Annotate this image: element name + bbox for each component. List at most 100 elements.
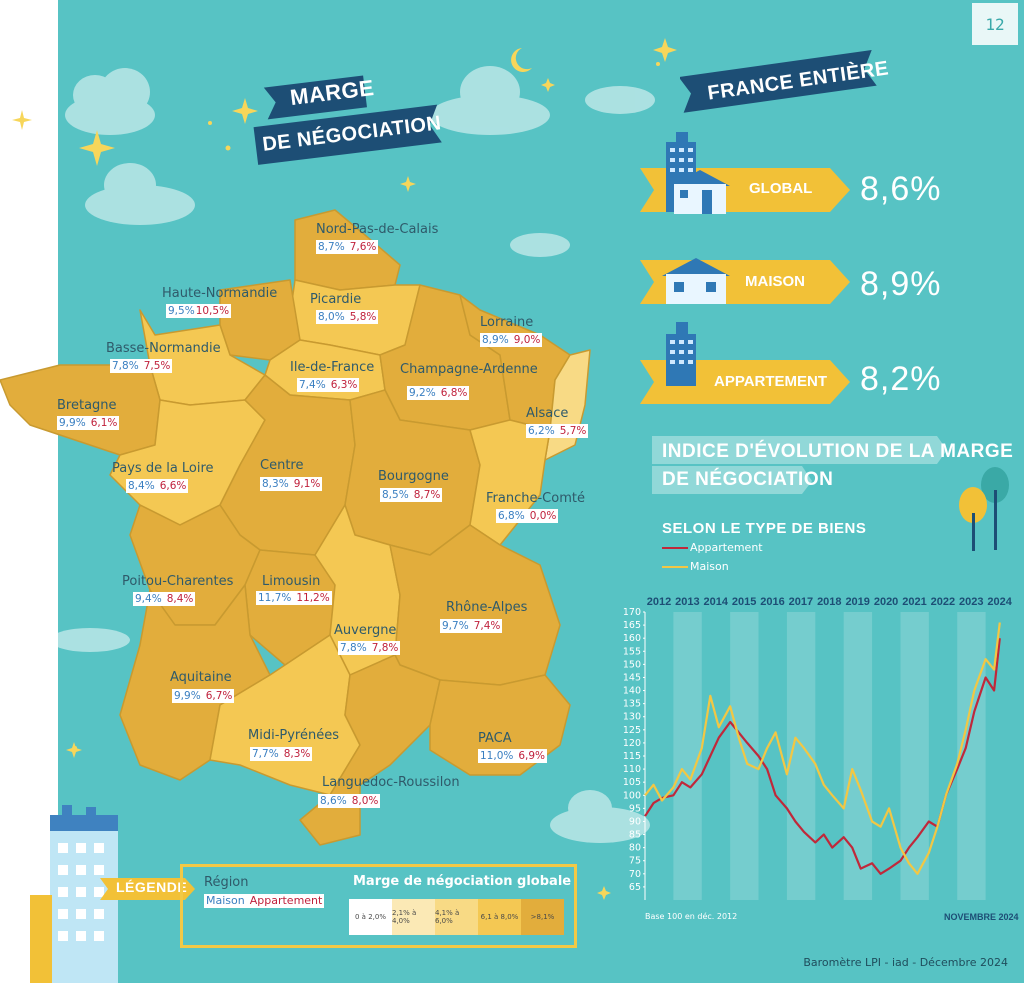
left-margin — [0, 0, 58, 983]
page-number: 12 — [972, 3, 1018, 45]
france-ribbon-icon — [680, 49, 877, 113]
region-values: 8,3% 9,1% — [260, 477, 323, 491]
region-name: Haute-Normandie — [162, 286, 278, 301]
x-tick-label: 2022 — [931, 596, 955, 608]
region-name: Poitou-Charentes — [122, 574, 234, 589]
x-tick-label: 2024 — [987, 596, 1012, 608]
region-values: 6,2% 5,7% — [526, 424, 589, 438]
stat-maison-label: MAISON — [745, 273, 805, 290]
chart-title-line-2: DE NÉGOCIATION — [662, 469, 834, 490]
y-tick-label: 165 — [623, 620, 641, 631]
region-values: 8,9% 9,0% — [480, 333, 543, 347]
x-tick-label: 2017 — [789, 596, 813, 608]
region-values: 8,4% 6,6% — [126, 479, 189, 493]
legend-ribbon-icon — [100, 878, 195, 900]
region-values: 9,4% 8,4% — [133, 592, 196, 606]
chart-date: NOVEMBRE 2024 — [944, 912, 1019, 922]
legend-appartement-label: Appartement — [690, 541, 763, 554]
stat-appartement-label: APPARTEMENT — [714, 373, 828, 390]
legend-line-appartement — [662, 547, 688, 549]
region-values: 8,5% 8,7% — [380, 488, 443, 502]
tree-icons — [959, 467, 1009, 551]
region-name: Auvergne — [334, 623, 397, 638]
x-tick-label: 2021 — [902, 596, 926, 608]
region-values: 9,5% 10,5% — [166, 304, 232, 318]
stat-maison-value: 8,9% — [860, 265, 942, 303]
series-line-maison — [644, 622, 1001, 875]
y-tick-label: 80 — [629, 843, 641, 854]
star-icons — [12, 38, 677, 900]
region-values: 7,4% 6,3% — [297, 378, 360, 392]
y-tick-label: 135 — [623, 699, 641, 710]
legend-banner-label: LÉGENDE — [116, 879, 188, 895]
stat-appartement-value: 8,2% — [860, 360, 942, 398]
france-map — [0, 209, 591, 846]
y-tick-label: 95 — [629, 803, 641, 814]
region-values: 8,0% 5,8% — [316, 310, 379, 324]
title-ribbon-icon — [253, 75, 442, 165]
y-tick-label: 160 — [623, 633, 641, 644]
region-name: Midi-Pyrénées — [248, 728, 339, 743]
y-tick-label: 155 — [623, 646, 641, 657]
legend-scale-cell: >8,1% — [521, 899, 564, 935]
y-tick-label: 90 — [629, 816, 641, 827]
y-tick-label: 130 — [623, 712, 641, 723]
y-tick-label: 145 — [623, 672, 641, 683]
region-name: Languedoc-Roussilon — [322, 775, 460, 790]
x-tick-label: 2014 — [704, 596, 729, 608]
region-name: Centre — [260, 458, 304, 473]
legend-region-label: Région — [204, 875, 249, 890]
building-icons — [662, 132, 730, 386]
region-values: 11,7% 11,2% — [256, 591, 332, 605]
y-tick-label: 85 — [629, 830, 641, 841]
y-tick-label: 115 — [623, 751, 641, 762]
x-tick-label: 2012 — [647, 596, 671, 608]
x-tick-label: 2018 — [817, 596, 841, 608]
region-name: Aquitaine — [170, 670, 232, 685]
region-name: Ile-de-France — [290, 360, 375, 375]
x-tick-label: 2016 — [760, 596, 784, 608]
y-tick-label: 140 — [623, 686, 641, 697]
y-tick-label: 105 — [623, 777, 641, 788]
cloud-icons — [0, 66, 655, 843]
year-band — [843, 612, 873, 900]
region-values: 7,8% 7,5% — [110, 359, 173, 373]
region-values: 9,9% 6,7% — [172, 689, 235, 703]
region-name: PACA — [478, 731, 512, 746]
line-chart: 170 165 160 155 150 145 140 135 130 125 120 115 110 1… — [623, 596, 1013, 900]
region-name: Lorraine — [480, 315, 534, 330]
building-decoration-icon — [30, 805, 118, 983]
region-name: Alsace — [526, 406, 569, 421]
legend-maison-label: Maison — [690, 560, 729, 573]
y-tick-label: 70 — [629, 869, 641, 880]
y-tick-label: 100 — [623, 790, 641, 801]
y-tick-label: 120 — [623, 738, 641, 749]
region-values: 9,7% 7,4% — [440, 619, 503, 633]
x-tick-label: 2013 — [675, 596, 699, 608]
region-values: 7,8% 7,8% — [338, 641, 401, 655]
y-tick-label: 110 — [623, 764, 641, 775]
stat-global-label: GLOBAL — [749, 180, 813, 197]
region-name: Bourgogne — [378, 469, 449, 484]
legend-values-sample: Maison Appartement — [204, 894, 325, 908]
stat-global-value: 8,6% — [860, 170, 942, 208]
region-values: 8,6% 8,0% — [318, 794, 381, 808]
region-name: Bretagne — [57, 398, 117, 413]
region-name: Limousin — [262, 574, 321, 589]
region-values: 6,8% 0,0% — [496, 509, 559, 523]
legend-scale-cell: 0 à 2,0% — [349, 899, 392, 935]
y-tick-label: 170 — [623, 607, 641, 618]
chart-subtitle: SELON LE TYPE DE BIENS — [662, 520, 867, 537]
region-franche-comte — [469, 419, 551, 546]
x-tick-label: 2020 — [874, 596, 898, 608]
legend-scale-title: Marge de négociation globale — [353, 874, 572, 889]
chart-title: INDICE D'ÉVOLUTION DE LA MARGE DE NÉGOCI… — [662, 438, 1013, 494]
chart-base-note: Base 100 en déc. 2012 — [645, 912, 738, 921]
y-tick-label: 75 — [629, 856, 641, 867]
region-values: 9,9% 6,1% — [57, 416, 120, 430]
region-values: 8,7% 7,6% — [316, 240, 379, 254]
region-name: Champagne-Ardenne — [400, 362, 538, 377]
footer-source: Baromètre LPI - iad - Décembre 2024 — [803, 956, 1008, 969]
legend-box: Région Maison Appartement Marge de négoci… — [180, 864, 577, 948]
